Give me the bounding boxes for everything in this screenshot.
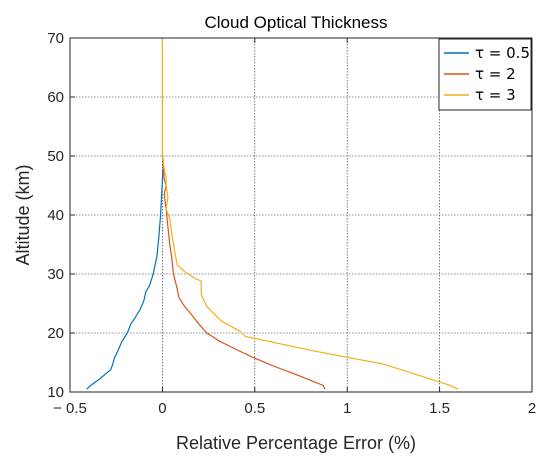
y-tick-labels: 10 20 30 40 50 60 70 bbox=[47, 30, 64, 401]
series-line bbox=[86, 155, 164, 390]
plot-series bbox=[86, 38, 459, 390]
x-tick-label: 1 bbox=[343, 400, 351, 417]
legend: τ = 0.5 τ = 2 τ = 3 bbox=[438, 38, 532, 111]
legend-label: τ = 0.5 bbox=[475, 44, 530, 62]
x-tick-label: 2 bbox=[528, 400, 536, 417]
x-axis-label: Relative Percentage Error (%) bbox=[176, 433, 416, 453]
y-tick-label: 10 bbox=[47, 384, 64, 401]
x-tick-labels: − 0.5 0 0.5 1 1.5 2 bbox=[53, 400, 536, 417]
legend-label: τ = 3 bbox=[475, 86, 516, 104]
series-line bbox=[161, 38, 459, 390]
chart-title: Cloud Optical Thickness bbox=[205, 13, 388, 32]
x-tick-label: 0 bbox=[158, 400, 166, 417]
y-axis-label: Altitude (km) bbox=[13, 164, 33, 265]
y-tick-label: 50 bbox=[47, 148, 64, 165]
x-tick-label: − 0.5 bbox=[53, 400, 87, 417]
x-tick-label: 0.5 bbox=[244, 400, 265, 417]
legend-label: τ = 2 bbox=[475, 65, 516, 83]
x-tick-label: 1.5 bbox=[429, 400, 450, 417]
y-tick-label: 60 bbox=[47, 89, 64, 106]
y-tick-label: 70 bbox=[47, 30, 64, 47]
y-tick-label: 30 bbox=[47, 266, 64, 283]
y-tick-label: 20 bbox=[47, 325, 64, 342]
series-line bbox=[161, 155, 326, 390]
y-tick-label: 40 bbox=[47, 207, 64, 224]
axes-box bbox=[69, 37, 533, 393]
